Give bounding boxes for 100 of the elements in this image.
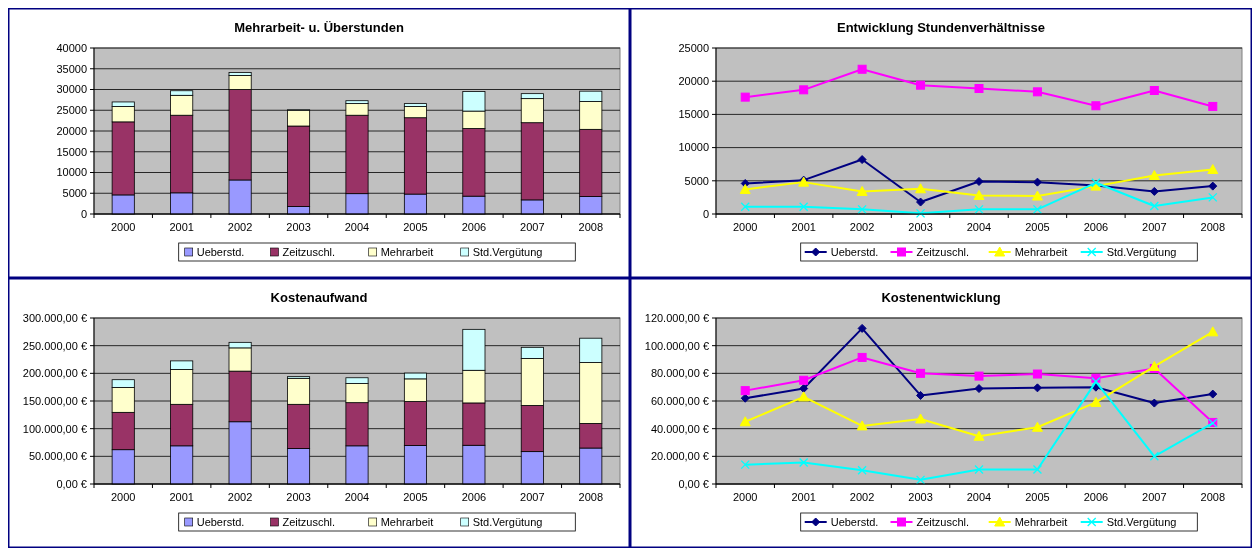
- point: [1207, 326, 1219, 337]
- point: [1091, 376, 1101, 387]
- x-tick-label: 2002: [227, 491, 253, 503]
- legend-label: Mehrarbeit: [380, 515, 434, 528]
- point: [973, 189, 985, 200]
- y-tick-label: 10000: [678, 141, 709, 154]
- x-tick-label: 2001: [791, 221, 816, 233]
- x-tick-label: 2003: [286, 221, 311, 233]
- point: [740, 386, 750, 396]
- point: [1031, 190, 1043, 201]
- x-tick-label: 2003: [908, 221, 933, 233]
- point: [857, 155, 867, 165]
- x-tick-label: 2004: [344, 221, 370, 233]
- legend-label: Ueberstd.: [830, 515, 879, 528]
- point: [916, 368, 926, 378]
- point: [1149, 201, 1159, 211]
- point: [799, 85, 809, 95]
- x-tick-label: 2003: [286, 491, 311, 503]
- y-tick-label: 100.000,00 €: [644, 339, 709, 352]
- point: [915, 413, 927, 424]
- x-tick-label: 2001: [169, 221, 194, 233]
- point: [740, 92, 750, 102]
- legend-label: Zeitzuschl.: [282, 515, 336, 528]
- point: [1149, 398, 1159, 408]
- x-tick-label: 2006: [1083, 491, 1109, 503]
- y-tick-label: 100.000,00 €: [22, 422, 87, 435]
- point: [974, 176, 984, 186]
- point: [857, 323, 867, 333]
- x-tick-label: 2000: [110, 491, 136, 503]
- x-tick-label: 2008: [1200, 491, 1226, 503]
- point: [1208, 389, 1218, 399]
- point: [974, 384, 984, 394]
- legend-label: Std.Vergütung: [1106, 245, 1177, 258]
- y-tick-label: 300.000,00 €: [22, 311, 87, 324]
- point: [799, 375, 809, 385]
- x-tick-label: 2000: [732, 221, 758, 233]
- point: [1207, 164, 1219, 175]
- y-tick-label: 200.000,00 €: [22, 367, 87, 380]
- point: [798, 391, 810, 402]
- point: [1032, 177, 1042, 187]
- point: [1149, 451, 1159, 461]
- x-tick-label: 2004: [344, 491, 370, 503]
- legend-label: Ueberstd.: [196, 245, 245, 258]
- x-tick-label: 2006: [1083, 221, 1109, 233]
- y-tick-label: 60.000,00 €: [650, 394, 709, 407]
- point: [915, 183, 927, 194]
- x-tick-label: 2005: [403, 221, 428, 233]
- point: [1031, 421, 1043, 432]
- x-tick-label: 2005: [403, 491, 428, 503]
- y-tick-label: 25000: [56, 104, 87, 117]
- y-tick-label: 20000: [678, 75, 709, 88]
- legend-label: Mehrarbeit: [1014, 515, 1068, 528]
- chart-title: Entwicklung Stundenverhältnisse: [836, 20, 1046, 35]
- x-tick-label: 2003: [908, 491, 933, 503]
- point: [1148, 169, 1160, 180]
- y-tick-label: 15000: [678, 108, 709, 121]
- legend-label: Ueberstd.: [830, 245, 879, 258]
- point: [740, 393, 750, 403]
- point: [857, 204, 867, 214]
- point: [740, 202, 750, 212]
- point: [1208, 101, 1218, 111]
- point: [1090, 396, 1102, 407]
- x-tick-label: 2004: [966, 491, 992, 503]
- point: [1149, 86, 1159, 95]
- point: [1149, 186, 1159, 196]
- x-tick-label: 2000: [110, 221, 136, 233]
- point: [1091, 101, 1101, 111]
- legend-label: Mehrarbeit: [1014, 245, 1068, 258]
- y-tick-label: 120.000,00 €: [644, 311, 709, 324]
- point: [974, 371, 984, 381]
- legend-label: Zeitzuschl.: [916, 245, 970, 258]
- y-tick-label: 0,00 €: [678, 477, 709, 490]
- point: [915, 208, 926, 218]
- y-tick-label: 0,00 €: [56, 477, 87, 490]
- y-tick-label: 20000: [56, 124, 87, 137]
- point: [1208, 192, 1218, 203]
- x-tick-label: 2007: [520, 221, 545, 233]
- x-tick-label: 2008: [1200, 221, 1226, 233]
- chart-title: Kostenentwicklung: [881, 290, 1001, 305]
- y-tick-label: 5000: [684, 174, 709, 187]
- point: [916, 197, 926, 207]
- point: [799, 457, 809, 468]
- legend-label: Ueberstd.: [196, 515, 245, 528]
- point: [1208, 181, 1218, 191]
- y-tick-label: 150.000,00 €: [22, 394, 87, 407]
- x-tick-label: 2002: [849, 491, 875, 503]
- x-tick-label: 2007: [520, 491, 545, 503]
- y-tick-label: 50.000,00 €: [28, 450, 87, 463]
- y-tick-label: 40000: [56, 41, 87, 54]
- point: [799, 202, 809, 212]
- x-tick-label: 2008: [578, 221, 604, 233]
- legend-label: Mehrarbeit: [380, 245, 434, 258]
- point: [857, 64, 867, 74]
- legend-label: Std.Vergütung: [472, 515, 543, 528]
- y-tick-label: 30000: [56, 83, 87, 96]
- point: [1032, 369, 1042, 379]
- y-tick-label: 20.000,00 €: [650, 450, 709, 463]
- x-tick-label: 2001: [791, 491, 816, 503]
- point: [1032, 464, 1043, 475]
- point: [916, 80, 926, 90]
